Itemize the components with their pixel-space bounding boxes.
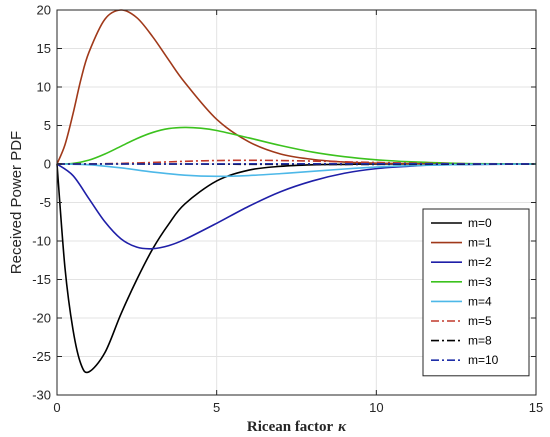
- y-tick-label: -5: [39, 195, 51, 210]
- y-tick-label: -15: [32, 272, 51, 287]
- y-tick-label: 15: [37, 41, 51, 56]
- x-tick-label: 0: [53, 400, 60, 415]
- x-tick-label: 10: [369, 400, 383, 415]
- x-axis-label: Ricean factor κ: [247, 419, 347, 435]
- legend: m=0 m=1 m=2 m=3 m=4 m=5 m=8 m=10: [422, 208, 530, 377]
- series-line-m-3: [56, 126, 537, 165]
- x-tick-label: 5: [213, 400, 220, 415]
- legend-label-m-0: m=0: [468, 216, 492, 230]
- y-tick-label: 10: [37, 80, 51, 95]
- x-axis-label-symbol: κ: [338, 419, 347, 435]
- axis-ticks: 0 5 10 15 -30 -25 -20 -15 -10 -5 0 5 10 15 20: [32, 3, 543, 416]
- legend-label-m-8: m=8: [468, 334, 492, 348]
- legend-box: [422, 208, 530, 377]
- legend-label-m-10: m=10: [468, 353, 499, 367]
- y-tick-label: -20: [32, 311, 51, 326]
- legend-label-m-5: m=5: [468, 314, 492, 328]
- legend-label-m-3: m=3: [468, 275, 492, 289]
- legend-label-m-4: m=4: [468, 294, 492, 308]
- y-tick-label: 20: [37, 3, 51, 18]
- legend-label-m-1: m=1: [468, 236, 492, 250]
- series-layer: [56, 9, 537, 374]
- y-tick-label: 0: [44, 157, 51, 172]
- series-line-m-4: [56, 163, 537, 178]
- y-tick-label: -30: [32, 388, 51, 403]
- y-tick-label: -25: [32, 349, 51, 364]
- y-axis-label: Received Power PDF: [8, 131, 25, 274]
- legend-label-m-2: m=2: [468, 255, 492, 269]
- series-line-m-2: [56, 163, 537, 250]
- y-tick-label: 5: [44, 118, 51, 133]
- y-tick-label: -10: [32, 234, 51, 249]
- x-axis-label-text: Ricean factor: [247, 419, 334, 435]
- x-tick-label: 15: [529, 400, 543, 415]
